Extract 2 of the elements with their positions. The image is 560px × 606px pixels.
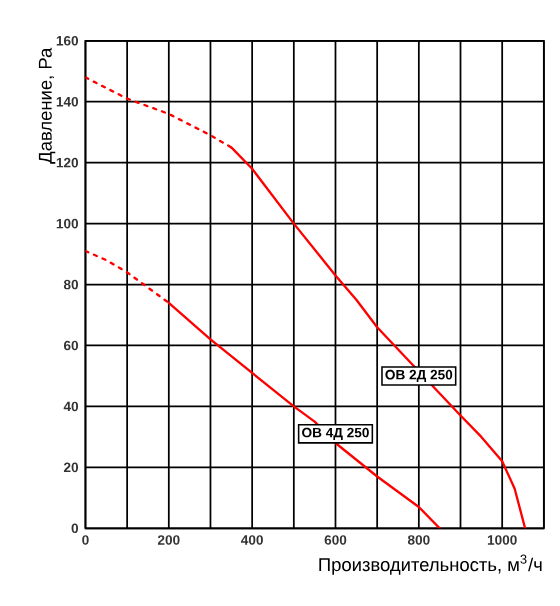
y-axis-title: Давление, Ра xyxy=(39,47,56,164)
x-axis-title: Производительность, м$^{3}$/ч xyxy=(319,554,542,575)
